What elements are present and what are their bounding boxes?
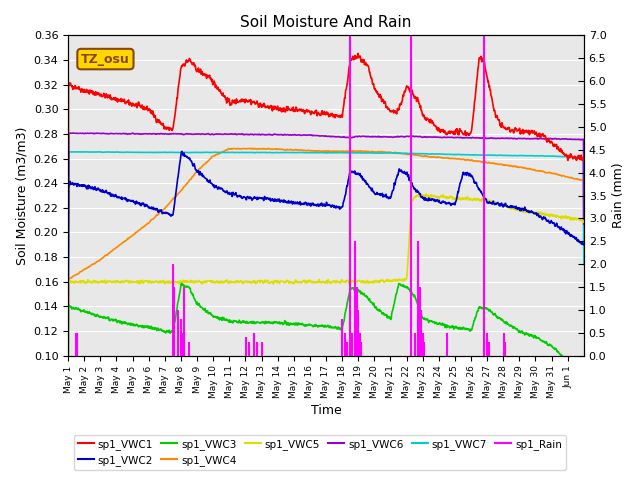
sp1_VWC2	[447, 202, 455, 207]
sp1_VWC5	[573, 216, 581, 222]
sp1_VWC3	[312, 323, 320, 328]
sp1_VWC3	[64, 390, 72, 396]
sp1_VWC7	[447, 152, 455, 157]
sp1_VWC2	[312, 203, 320, 209]
sp1_VWC4	[447, 156, 455, 161]
Line: sp1_VWC2: sp1_VWC2	[68, 151, 584, 331]
sp1_VWC3	[573, 370, 581, 375]
Y-axis label: Rain (mm): Rain (mm)	[612, 163, 625, 228]
sp1_VWC6	[66, 130, 74, 136]
sp1_VWC1	[447, 129, 455, 134]
sp1_VWC3	[303, 322, 310, 328]
sp1_VWC6	[573, 136, 581, 142]
sp1_VWC6	[312, 132, 320, 138]
sp1_VWC2	[303, 202, 310, 207]
sp1_VWC4	[64, 376, 72, 382]
sp1_VWC2	[524, 208, 531, 214]
sp1_VWC4	[312, 148, 320, 154]
Line: sp1_VWC3: sp1_VWC3	[68, 283, 584, 393]
Line: sp1_VWC7: sp1_VWC7	[68, 152, 584, 315]
Line: sp1_VWC4: sp1_VWC4	[68, 148, 584, 379]
sp1_VWC4	[524, 166, 531, 172]
sp1_VWC5	[447, 195, 455, 201]
sp1_VWC1	[524, 129, 531, 134]
sp1_VWC4	[580, 252, 588, 258]
sp1_VWC2	[145, 205, 152, 211]
sp1_VWC7	[312, 150, 320, 156]
sp1_VWC1	[580, 157, 588, 163]
Title: Soil Moisture And Rain: Soil Moisture And Rain	[240, 15, 412, 30]
sp1_VWC6	[580, 221, 588, 227]
sp1_VWC1	[64, 278, 72, 284]
sp1_VWC4	[573, 176, 581, 182]
Y-axis label: Soil Moisture (m3/m3): Soil Moisture (m3/m3)	[15, 126, 28, 264]
sp1_VWC1	[145, 107, 152, 112]
X-axis label: Time: Time	[310, 404, 341, 417]
Text: TZ_osu: TZ_osu	[81, 53, 130, 66]
sp1_VWC3	[524, 331, 531, 337]
sp1_VWC7	[145, 149, 153, 155]
sp1_VWC7	[64, 312, 72, 318]
sp1_VWC5	[422, 191, 430, 197]
sp1_VWC7	[524, 153, 531, 159]
sp1_VWC1	[312, 108, 320, 113]
sp1_VWC6	[524, 136, 531, 142]
sp1_VWC2	[580, 241, 588, 247]
sp1_VWC5	[580, 218, 588, 224]
sp1_VWC5	[64, 377, 72, 383]
sp1_VWC3	[580, 377, 588, 383]
sp1_VWC6	[303, 132, 310, 138]
sp1_VWC4	[145, 220, 152, 226]
sp1_VWC5	[312, 279, 320, 285]
sp1_VWC3	[396, 280, 403, 286]
sp1_VWC7	[70, 149, 77, 155]
Line: sp1_VWC5: sp1_VWC5	[68, 194, 584, 380]
sp1_VWC7	[573, 155, 581, 160]
sp1_VWC2	[178, 148, 186, 154]
sp1_VWC1	[573, 154, 581, 160]
sp1_VWC4	[303, 148, 310, 154]
sp1_VWC6	[447, 134, 455, 140]
sp1_VWC7	[580, 262, 588, 267]
Legend: sp1_VWC1, sp1_VWC2, sp1_VWC3, sp1_VWC4, sp1_VWC5, sp1_VWC6, sp1_VWC7, sp1_Rain: sp1_VWC1, sp1_VWC2, sp1_VWC3, sp1_VWC4, …	[74, 434, 566, 470]
Line: sp1_VWC1: sp1_VWC1	[68, 53, 584, 281]
sp1_VWC3	[447, 324, 455, 330]
sp1_VWC2	[64, 328, 72, 334]
sp1_VWC5	[524, 208, 531, 214]
sp1_VWC5	[303, 280, 310, 286]
sp1_VWC1	[303, 108, 310, 114]
sp1_VWC6	[64, 303, 72, 309]
sp1_VWC1	[354, 50, 362, 56]
sp1_VWC2	[573, 238, 581, 243]
sp1_VWC5	[145, 279, 152, 285]
sp1_VWC4	[246, 145, 253, 151]
sp1_VWC7	[303, 150, 310, 156]
sp1_VWC6	[145, 131, 153, 137]
sp1_VWC3	[145, 323, 152, 329]
Line: sp1_VWC6: sp1_VWC6	[68, 133, 584, 306]
